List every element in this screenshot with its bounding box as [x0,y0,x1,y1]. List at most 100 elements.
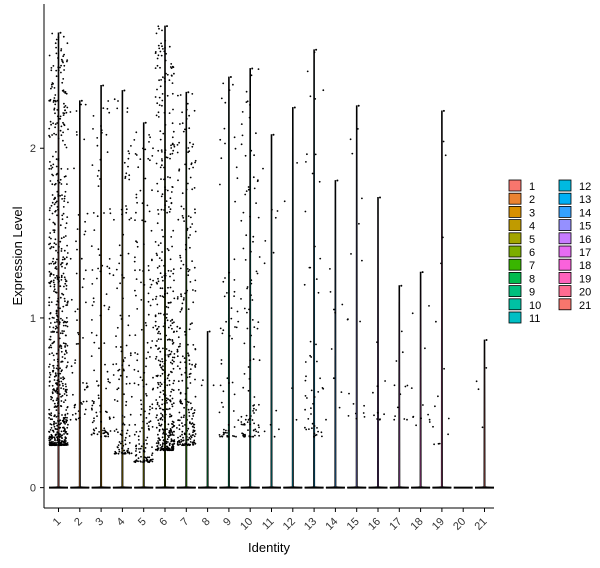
cell-point [194,442,197,445]
cell-point [156,445,159,448]
cell-point [108,258,111,260]
cell-point [134,256,136,259]
cell-point [102,432,105,435]
cell-point [161,287,164,290]
cell-point [167,326,170,329]
cell-point [63,64,66,67]
cell-point [349,138,352,141]
cell-point [166,189,169,192]
cell-point [309,95,312,98]
cell-point [71,414,74,416]
cell-point [55,352,58,355]
violin-shape-15 [347,105,367,489]
cell-point [135,131,138,134]
cell-point [60,134,63,137]
cell-point [184,424,186,426]
cell-point [176,151,179,154]
cell-point [315,343,317,346]
cell-point [70,298,73,301]
cell-point [61,330,64,332]
cell-point [161,360,164,363]
cell-point [188,269,191,271]
cell-point [184,393,187,395]
cell-point [191,188,194,191]
cell-point [92,115,95,117]
cell-point [139,413,142,416]
cell-point [106,265,109,268]
cell-point [54,327,57,330]
cell-point [187,274,190,277]
cell-point [169,433,172,436]
cell-point [155,345,158,347]
cell-point [317,391,320,393]
cell-point [144,220,147,223]
cell-point [133,139,136,141]
cell-point [357,127,359,130]
cell-point [90,355,93,357]
cell-point [158,104,161,106]
cell-point [58,427,61,429]
cell-point [48,134,50,137]
cell-point [243,307,246,310]
cell-point [51,212,54,215]
cell-point [60,387,62,389]
cell-point [128,451,131,454]
cell-point [135,154,138,156]
cell-point [63,427,66,430]
cell-point [53,107,56,110]
cell-point [108,272,111,275]
cell-point [304,361,307,363]
x-axis-title: Identity [248,540,290,555]
cell-point [63,112,66,115]
cell-point [163,362,166,365]
cell-point [193,109,196,112]
cell-point [358,222,360,225]
cell-point [124,357,126,359]
cell-point [160,423,163,426]
cell-point [309,354,311,357]
cell-point [376,411,379,414]
cell-point [444,154,447,157]
cell-point [119,282,121,285]
cell-point [66,216,69,219]
cell-point [73,406,76,409]
cell-point [220,157,223,160]
cell-point [166,292,169,295]
cell-point [341,303,344,306]
legend-label-5: 5 [529,234,535,246]
cell-point [162,48,164,50]
cell-point [191,223,194,225]
cell-point [55,409,58,411]
cell-point [433,443,435,446]
cell-point [159,332,162,335]
cell-point [168,45,171,48]
cell-point [167,436,170,439]
cell-point [65,390,67,393]
cell-point [168,338,171,341]
cell-point [57,319,60,321]
cell-point [240,219,243,222]
violin-shape-2 [70,100,90,489]
cell-point [103,427,106,430]
cell-point [53,283,56,286]
cell-point [169,208,172,211]
cell-point [55,69,58,72]
cell-point [168,384,171,386]
cell-point [157,433,159,436]
cell-point [191,93,194,95]
cell-point [164,39,167,42]
cell-point [64,438,67,440]
cell-point [384,380,386,382]
cell-point [63,106,66,108]
cell-point [105,435,107,438]
cell-point [171,448,174,451]
cell-point [141,219,144,222]
cell-point [126,107,129,110]
cell-point [163,402,166,405]
cell-point [59,129,62,132]
cell-point [60,167,63,170]
cell-point [75,343,78,345]
cell-point [137,439,140,441]
cell-point [237,419,240,421]
cell-point [159,295,162,297]
